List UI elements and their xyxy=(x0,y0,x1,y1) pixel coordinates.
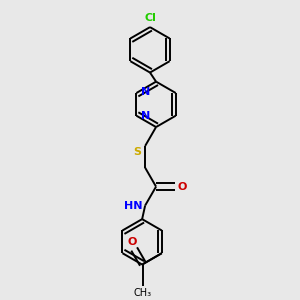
Text: S: S xyxy=(134,147,142,158)
Text: O: O xyxy=(177,182,186,192)
Text: N: N xyxy=(141,87,150,98)
Text: Cl: Cl xyxy=(144,14,156,23)
Text: CH₃: CH₃ xyxy=(134,288,152,298)
Text: O: O xyxy=(128,237,137,247)
Text: HN: HN xyxy=(124,200,143,211)
Text: N: N xyxy=(141,111,150,121)
